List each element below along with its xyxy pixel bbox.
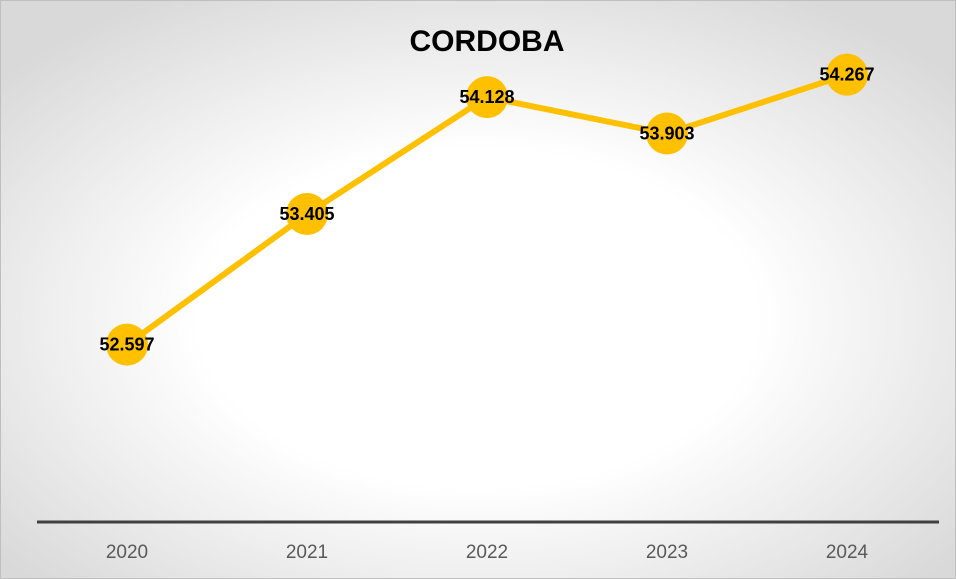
data-label: 53.405: [279, 204, 334, 224]
point: [466, 76, 508, 119]
point: [106, 323, 148, 366]
data-label: 54.128: [459, 87, 514, 107]
x-tick-label: 2023: [646, 542, 688, 563]
x-tick-label: 2022: [466, 542, 508, 563]
data-label: 52.597: [99, 334, 154, 354]
x-tick-label: 2024: [826, 542, 869, 563]
data-label: 54.267: [819, 64, 874, 84]
x-tick-label: 2020: [106, 542, 148, 563]
x-tick-label: 2021: [286, 542, 328, 563]
point: [826, 53, 868, 96]
chart-title: CORDOBA: [410, 25, 565, 58]
data-label: 53.903: [639, 123, 694, 143]
point: [646, 112, 688, 155]
point: [286, 193, 328, 236]
